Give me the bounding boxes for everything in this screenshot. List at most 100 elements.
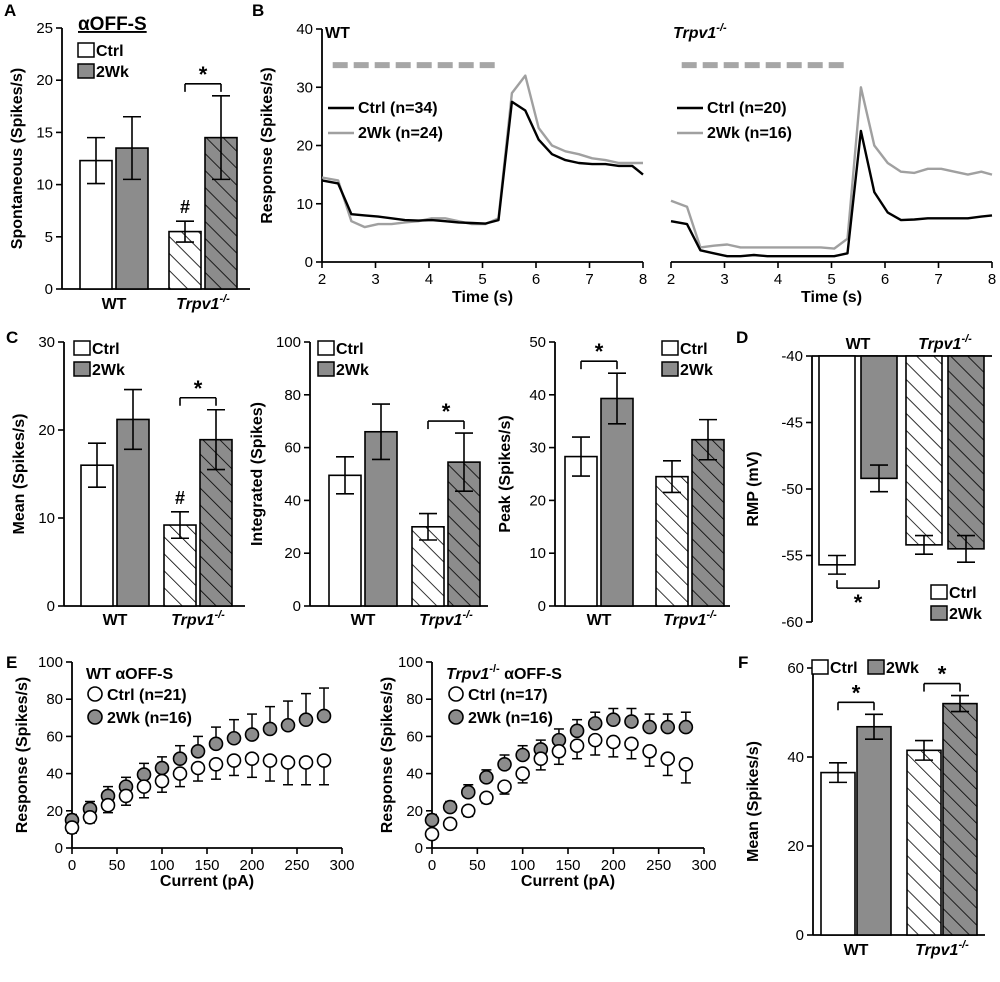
chart-b-wt: 2 3 4 5 6 7 8 Time (s) 0 10 20 30 40 Response (Spikes… bbox=[259, 21, 647, 306]
chart-b-trpv1-xtick-label: 7 bbox=[934, 271, 942, 288]
chart-e-trpv1-ytick-label: 80 bbox=[406, 691, 423, 708]
chart-c3-legend-2wk-label: 2Wk bbox=[680, 362, 713, 379]
chart-b-wt-legend-label-2wk: 2Wk (n=24) bbox=[358, 125, 443, 142]
chart-a-legend-2wk-label: 2Wk bbox=[96, 64, 129, 81]
chart-e-trpv1-xtick-label: 100 bbox=[510, 857, 535, 874]
chart-b-trpv1-xtick-label: 3 bbox=[720, 271, 728, 288]
chart-a-ytick-label: 10 bbox=[36, 177, 53, 194]
chart-f-bar-ctrl bbox=[906, 749, 942, 936]
chart-b-wt-legend-label-ctrl: Ctrl (n=34) bbox=[358, 100, 438, 117]
chart-e-trpv1-point-ctrl bbox=[497, 779, 512, 794]
chart-e-trpv1-ytick-label: 20 bbox=[406, 803, 423, 820]
chart-e-trpv1-point-2wk bbox=[642, 719, 657, 735]
chart-c3-ytick-label: 10 bbox=[529, 545, 546, 562]
chart-e-wt-y-label: Response (Spikes/s) bbox=[14, 677, 31, 834]
chart-d-group-label-sup: -/- bbox=[961, 333, 972, 345]
chart-e-wt-ytick-label: 100 bbox=[38, 654, 63, 671]
chart-e-wt-point-ctrl bbox=[298, 755, 314, 770]
chart-e-wt-point-ctrl bbox=[226, 753, 242, 768]
panel-label-e: E bbox=[6, 653, 17, 672]
chart-e-trpv1-ytick-label: 60 bbox=[406, 728, 423, 745]
chart-e-trpv1-xtick-label: 250 bbox=[646, 857, 671, 874]
chart-c2-ytick-label: 80 bbox=[284, 387, 301, 404]
chart-e-wt-legend-marker-2wk bbox=[87, 709, 103, 725]
chart-c2: 0 20 40 60 80 100 Integrated (Spikes) WT Trpv1-/… bbox=[249, 334, 488, 629]
panel-e-trpv1-title-rest: αOFF-S bbox=[500, 666, 563, 683]
chart-e-wt-legend-marker-ctrl bbox=[87, 686, 103, 702]
chart-c3-ytick-label: 40 bbox=[529, 387, 546, 404]
panel-e-trpv1-title-sup: -/- bbox=[489, 663, 500, 675]
chart-f-group-label: Trpv1-/- bbox=[915, 939, 969, 959]
chart-c3-y-label: Peak (Spikes/s) bbox=[497, 415, 514, 532]
chart-a-legend-ctrl-label: Ctrl bbox=[96, 43, 124, 60]
chart-e-wt-xtick-label: 50 bbox=[109, 857, 126, 874]
chart-e-wt-point-ctrl bbox=[100, 797, 116, 813]
chart-e-wt-x-label: Current (pA) bbox=[160, 873, 254, 890]
chart-c2-group-label: WT bbox=[351, 612, 376, 629]
chart-e-trpv1-xtick-label: 150 bbox=[555, 857, 580, 874]
chart-a-ytick-label: 0 bbox=[45, 281, 53, 298]
chart-b-wt-ytick-label: 40 bbox=[296, 21, 313, 38]
chart-c3: 0 10 20 30 40 50 Peak (Spikes/s) WT Trpv1-/- * Ctr… bbox=[497, 334, 730, 629]
chart-a-ytick-label: 5 bbox=[45, 229, 53, 246]
chart-e-wt-point-2wk bbox=[244, 727, 260, 742]
chart-c3-group-label: Trpv1-/- bbox=[663, 609, 717, 629]
chart-c1-legend-2wk-label: 2Wk bbox=[92, 362, 125, 379]
chart-e-trpv1-legend-label-ctrl: Ctrl (n=17) bbox=[468, 687, 548, 704]
chart-e-wt-xtick-label: 100 bbox=[149, 857, 174, 874]
chart-e-trpv1-xtick-label: 50 bbox=[469, 857, 486, 874]
chart-e-wt-point-2wk bbox=[226, 730, 242, 746]
chart-b-trpv1: 2 3 4 5 6 7 8 Time (s) Ctrl (n=20) 2Wk (n=16) bbox=[667, 62, 996, 306]
chart-c1-bar-2wk bbox=[116, 418, 150, 607]
chart-e-trpv1-point-ctrl bbox=[479, 790, 494, 806]
panel-b-wt-title: WT bbox=[325, 25, 350, 42]
chart-d-group-label-text: Trpv1 bbox=[918, 336, 961, 353]
chart-f-group-label-text: Trpv1 bbox=[915, 942, 958, 959]
chart-e-trpv1-point-ctrl bbox=[678, 756, 694, 772]
chart-c3-bar-ctrl bbox=[564, 455, 598, 607]
panel-e-wt-title: WT αOFF-S bbox=[86, 666, 173, 683]
chart-a-y-label: Spontaneous (Spikes/s) bbox=[9, 68, 26, 249]
chart-e-wt-point-ctrl bbox=[208, 756, 224, 772]
chart-f-legend-2wk-label: 2Wk bbox=[886, 660, 919, 677]
chart-d-ytick-label: -60 bbox=[781, 614, 803, 631]
chart-a-sig-star: * bbox=[199, 62, 208, 87]
chart-b-wt-xtick-label: 4 bbox=[425, 271, 433, 288]
chart-c3-ytick-label: 20 bbox=[529, 492, 546, 509]
panel-b-trpv1-title: Trpv1-/- bbox=[673, 22, 727, 42]
chart-f-y-label: Mean (Spikes/s) bbox=[745, 741, 762, 862]
chart-d-sig-star: * bbox=[854, 590, 863, 615]
panel-b-trpv1-title-text: Trpv1 bbox=[673, 25, 716, 42]
chart-f-group-label: WT bbox=[844, 942, 869, 959]
chart-e-trpv1-y-label: Response (Spikes/s) bbox=[379, 677, 396, 834]
chart-c2-group-label: Trpv1-/- bbox=[419, 609, 473, 629]
chart-d-ytick-label: -55 bbox=[781, 548, 803, 565]
chart-c1-legend-ctrl-swatch bbox=[73, 340, 91, 356]
chart-b-trpv1-x-label: Time (s) bbox=[801, 289, 862, 306]
chart-d-legend-2wk-swatch bbox=[930, 605, 948, 621]
chart-e-trpv1-point-ctrl bbox=[606, 734, 621, 750]
chart-c2-ytick-label: 60 bbox=[284, 440, 301, 457]
chart-e-wt-point-2wk bbox=[154, 760, 170, 776]
chart-e-wt-ytick-label: 80 bbox=[46, 691, 63, 708]
chart-e-wt-point-2wk bbox=[316, 708, 332, 724]
chart-c2-bar-2wk bbox=[364, 430, 398, 607]
chart-e-trpv1-point-ctrl bbox=[515, 766, 530, 781]
chart-c3-bar-ctrl bbox=[655, 475, 689, 607]
panel-label-b: B bbox=[252, 1, 264, 20]
chart-d-group-label: Trpv1-/- bbox=[918, 333, 972, 353]
chart-a-hash-marker: # bbox=[180, 197, 190, 217]
chart-b-wt-series-ctrl bbox=[321, 100, 644, 225]
chart-e-wt-point-2wk bbox=[172, 751, 188, 767]
chart-d-ytick-label: -50 bbox=[781, 481, 803, 498]
chart-f-ytick-label: 0 bbox=[796, 927, 804, 944]
chart-b-wt-xtick-label: 8 bbox=[639, 271, 647, 288]
chart-e-trpv1-point-ctrl bbox=[460, 803, 476, 819]
chart-e-wt-legend-label-ctrl: Ctrl (n=21) bbox=[107, 687, 187, 704]
chart-c2-group-label-text: Trpv1 bbox=[419, 612, 462, 629]
panel-b-trpv1-title-sup: -/- bbox=[716, 22, 727, 34]
chart-e-trpv1-ytick-label: 40 bbox=[406, 766, 423, 783]
chart-f-ytick-label: 20 bbox=[787, 838, 804, 855]
